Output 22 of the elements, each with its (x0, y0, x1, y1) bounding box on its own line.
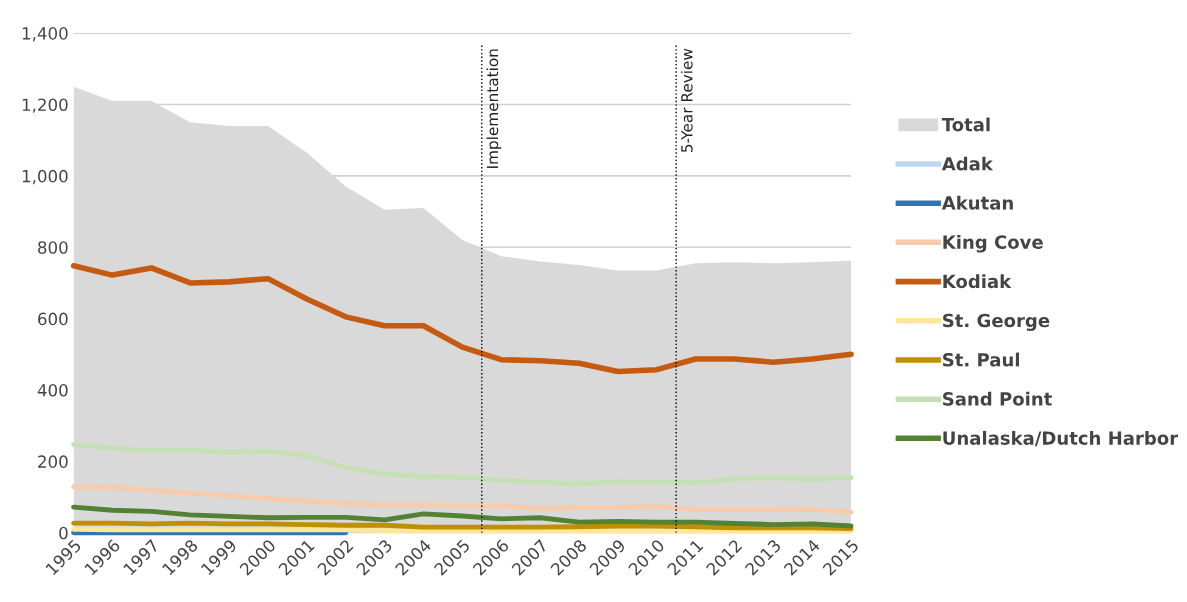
y-tick-label: 800 (38, 241, 68, 254)
y-tick-label: 400 (37, 383, 68, 397)
line-series (71, 442, 854, 487)
y-tick-label: 1,400 (22, 27, 68, 42)
ref-line-label: 5-Year Review (680, 48, 693, 153)
legend-label: Sand Point (943, 391, 1052, 406)
legend-label: Total (941, 117, 990, 132)
y-tick-label: 0 (59, 526, 68, 540)
y-tick-label: 200 (38, 455, 68, 468)
legend-label: Kodiak (943, 274, 1012, 289)
legend-label: St. George (943, 313, 1050, 331)
ref-line-label: Implementation (486, 49, 502, 168)
y-tick-label: 1,200 (22, 98, 68, 113)
legend-label: Akutan (941, 195, 1013, 210)
legend-label: Adak (941, 156, 994, 171)
legend-label: St. Paul (943, 352, 1020, 367)
legend-label: King Cove (943, 234, 1043, 253)
line-series (71, 484, 854, 515)
line-series (71, 504, 854, 529)
y-tick-label: 600 (38, 312, 68, 326)
y-tick-label: 1,000 (22, 169, 68, 185)
legend-label: Unalaska/Dutch Harbor (943, 430, 1179, 447)
